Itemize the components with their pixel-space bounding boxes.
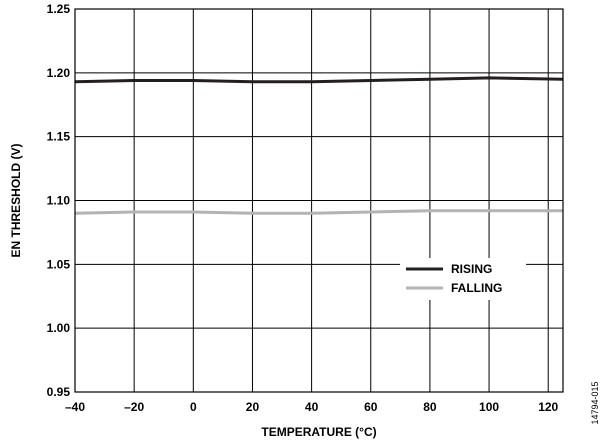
- x-tick-label: 100: [479, 400, 499, 414]
- legend: RISING FALLING: [400, 258, 526, 300]
- grid: [75, 9, 563, 392]
- legend-label-falling: FALLING: [451, 281, 502, 295]
- y-tick-label: 1.05: [47, 257, 71, 271]
- x-tick-label: 20: [246, 400, 260, 414]
- y-tick-label: 1.20: [47, 66, 71, 80]
- y-tick-label: 1.10: [47, 194, 71, 208]
- plot-frame: [74, 8, 564, 393]
- x-tick-labels: –40 –20 0 20 40 60 80 100 120: [65, 400, 559, 414]
- y-tick-labels: 0.95 1.00 1.05 1.10 1.15 1.20 1.25: [47, 2, 71, 399]
- figure-id: 14794-015: [590, 381, 600, 424]
- x-tick-label: –20: [124, 400, 144, 414]
- y-tick-label: 1.00: [47, 321, 71, 335]
- x-tick-label: 80: [423, 400, 437, 414]
- series-layer: [74, 76, 564, 215]
- x-tick-label: 60: [364, 400, 378, 414]
- y-tick-label: 1.25: [47, 2, 71, 16]
- x-tick-label: –40: [65, 400, 85, 414]
- series-line-rising: [74, 76, 564, 84]
- x-tick-label: 40: [305, 400, 319, 414]
- y-tick-label: 1.15: [47, 130, 71, 144]
- x-axis-label: TEMPERATURE (°C): [261, 425, 376, 439]
- legend-label-rising: RISING: [451, 262, 492, 276]
- y-tick-label: 0.95: [47, 385, 71, 399]
- x-tick-label: 0: [190, 400, 197, 414]
- series-line-falling: [74, 209, 563, 215]
- y-axis-label: EN THRESHOLD (V): [9, 143, 23, 257]
- legend-box: [400, 258, 526, 300]
- x-tick-label: 120: [538, 400, 558, 414]
